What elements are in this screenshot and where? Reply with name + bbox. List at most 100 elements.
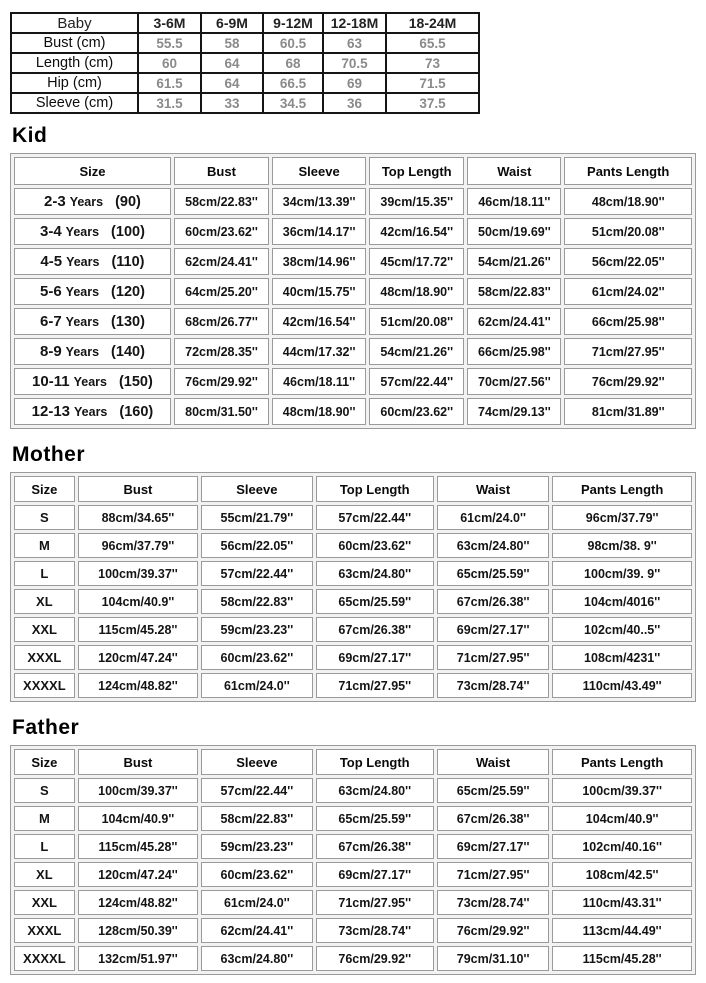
father-measurement-cell: 104cm/40.9'' [552, 806, 692, 831]
mother-measurement-cell: 67cm/26.38'' [315, 617, 434, 642]
kid-measurement-cell: 50cm/19.69'' [467, 218, 562, 245]
kid-size-cell: 10-11 Years (150) [14, 368, 171, 395]
father-measurement-cell: 69cm/27.17'' [315, 862, 434, 887]
kid-measurement-cell: 72cm/28.35'' [173, 338, 270, 365]
kid-size-cell: 3-4 Years (100) [14, 218, 171, 245]
baby-measurement-cell: 60.5 [262, 32, 324, 54]
mother-measurement-cell: 100cm/39. 9'' [552, 561, 692, 586]
father-table-row: S 100cm/39.37'' 57cm/22.44'' 63cm/24.80'' 65… [14, 778, 692, 803]
father-size-cell: XXL [14, 890, 75, 915]
baby-measurement-cell: 71.5 [385, 72, 480, 94]
kid-measurement-cell: 71cm/27.95'' [564, 338, 692, 365]
father-table-row: XXXL 128cm/50.39'' 62cm/24.41'' 73cm/28.74'… [14, 918, 692, 943]
kid-measurement-cell: 81cm/31.89'' [564, 398, 692, 425]
father-measurement-cell: 67cm/26.38'' [436, 806, 550, 831]
mother-measurement-cell: 104cm/4016'' [552, 589, 692, 614]
father-table-row: M 104cm/40.9'' 58cm/22.83'' 65cm/25.59'' 67c… [14, 806, 692, 831]
size-word: Years [65, 225, 100, 239]
baby-table-body: Baby 3-6M 6-9M 9-12M 12-18M 18-24M Bust (cm) 55… [10, 12, 480, 114]
father-size-cell: XXXL [14, 918, 75, 943]
kid-measurement-cell: 70cm/27.56'' [467, 368, 562, 395]
baby-column-header: 12-18M [322, 12, 387, 34]
size-word: Years [65, 285, 100, 299]
mother-table-row: XL 104cm/40.9'' 58cm/22.83'' 65cm/25.59'' 67… [14, 589, 692, 614]
size-code: (110) [111, 254, 145, 270]
baby-measurement-cell: 55.5 [137, 32, 202, 54]
kid-measurement-cell: 76cm/29.92'' [564, 368, 692, 395]
size-word: Years [66, 255, 100, 269]
baby-column-header: 6-9M [200, 12, 264, 34]
father-size-cell: XXXXL [14, 946, 75, 971]
father-measurement-cell: 124cm/48.82'' [77, 890, 199, 915]
father-measurement-cell: 63cm/24.80'' [315, 778, 434, 803]
baby-row-label: Sleeve (cm) [10, 92, 139, 114]
kid-measurement-cell: 66cm/25.98'' [564, 308, 692, 335]
mother-table-body: Size Bust Sleeve Top Length Waist Pants Lengt… [14, 476, 692, 698]
baby-column-header: 3-6M [137, 12, 202, 34]
kid-measurement-cell: 64cm/25.20'' [173, 278, 270, 305]
size-number: 12-13 [31, 403, 71, 420]
kid-size-cell: 8-9 Years (140) [14, 338, 171, 365]
mother-table-row: L 100cm/39.37'' 57cm/22.44'' 63cm/24.80'' 65… [14, 561, 692, 586]
kid-table-body: Size Bust Sleeve Top Length Waist Pants Lengt… [14, 157, 692, 425]
kid-column-header: Bust [173, 157, 270, 185]
kid-measurement-cell: 51cm/20.08'' [369, 308, 465, 335]
father-measurement-cell: 67cm/26.38'' [315, 834, 434, 859]
baby-size-table: Baby 3-6M 6-9M 9-12M 12-18M 18-24M Bust (cm) 55… [10, 12, 480, 114]
father-measurement-cell: 115cm/45.28'' [552, 946, 692, 971]
section-title-father: Father [12, 716, 80, 739]
father-column-header: Size [14, 749, 75, 775]
kid-size-cell: 12-13 Years (160) [14, 398, 171, 425]
baby-table-row: Hip (cm) 61.5 64 66.5 69 71.5 [10, 72, 480, 94]
father-table-row: XL 120cm/47.24'' 60cm/23.62'' 69cm/27.17'' 7… [14, 862, 692, 887]
mother-measurement-cell: 71cm/27.95'' [315, 673, 434, 698]
father-measurement-cell: 57cm/22.44'' [201, 778, 313, 803]
kid-measurement-cell: 42cm/16.54'' [272, 308, 367, 335]
father-header-row: Size Bust Sleeve Top Length Waist Pants Lengt… [14, 749, 692, 775]
section-title-kid: Kid [12, 124, 48, 147]
baby-measurement-cell: 60 [137, 52, 202, 74]
mother-measurement-cell: 63cm/24.80'' [315, 561, 434, 586]
mother-measurement-cell: 65cm/25.59'' [436, 561, 550, 586]
father-measurement-cell: 73cm/28.74'' [436, 890, 550, 915]
baby-table-row: Length (cm) 60 64 68 70.5 73 [10, 52, 480, 74]
baby-measurement-cell: 34.5 [262, 92, 324, 114]
kid-measurement-cell: 45cm/17.72'' [369, 248, 465, 275]
mother-measurement-cell: 124cm/48.82'' [77, 673, 199, 698]
mother-measurement-cell: 108cm/4231'' [552, 645, 692, 670]
size-label: XXL [31, 895, 57, 910]
kid-size-cell: 6-7 Years (130) [14, 308, 171, 335]
size-word: Years [65, 345, 100, 359]
kid-table-row: 3-4 Years (100) 60cm/23.62'' 36cm/14.17'' 42c… [14, 218, 692, 245]
mother-size-cell: S [14, 505, 75, 530]
mother-measurement-cell: 102cm/40..5'' [552, 617, 692, 642]
father-measurement-cell: 76cm/29.92'' [315, 946, 434, 971]
father-size-cell: S [14, 778, 75, 803]
father-measurement-cell: 79cm/31.10'' [436, 946, 550, 971]
kid-measurement-cell: 46cm/18.11'' [467, 188, 562, 215]
baby-measurement-cell: 37.5 [385, 92, 480, 114]
baby-measurement-cell: 65.5 [385, 32, 480, 54]
section-kid: Kid Size Bust Sleeve Top Length Waist Pants L… [10, 124, 696, 429]
size-word: Years [69, 195, 104, 209]
kid-size-table: Size Bust Sleeve Top Length Waist Pants Lengt… [10, 153, 696, 429]
mother-measurement-cell: 57cm/22.44'' [315, 505, 434, 530]
mother-measurement-cell: 115cm/45.28'' [77, 617, 199, 642]
father-measurement-cell: 104cm/40.9'' [77, 806, 199, 831]
mother-measurement-cell: 69cm/27.17'' [315, 645, 434, 670]
mother-measurement-cell: 60cm/23.62'' [315, 533, 434, 558]
kid-measurement-cell: 76cm/29.92'' [173, 368, 270, 395]
baby-measurement-cell: 63 [322, 32, 387, 54]
kid-measurement-cell: 39cm/15.35'' [369, 188, 465, 215]
father-column-header: Sleeve [201, 749, 313, 775]
baby-measurement-cell: 73 [385, 52, 480, 74]
kid-measurement-cell: 54cm/21.26'' [369, 338, 465, 365]
baby-measurement-cell: 69 [322, 72, 387, 94]
father-measurement-cell: 60cm/23.62'' [201, 862, 313, 887]
mother-table-row: M 96cm/37.79'' 56cm/22.05'' 60cm/23.62'' 63c… [14, 533, 692, 558]
father-measurement-cell: 102cm/40.16'' [552, 834, 692, 859]
size-number: 3-4 [39, 223, 62, 240]
kid-measurement-cell: 48cm/18.90'' [272, 398, 367, 425]
baby-table-row: Sleeve (cm) 31.5 33 34.5 36 37.5 [10, 92, 480, 114]
kid-measurement-cell: 58cm/22.83'' [467, 278, 562, 305]
